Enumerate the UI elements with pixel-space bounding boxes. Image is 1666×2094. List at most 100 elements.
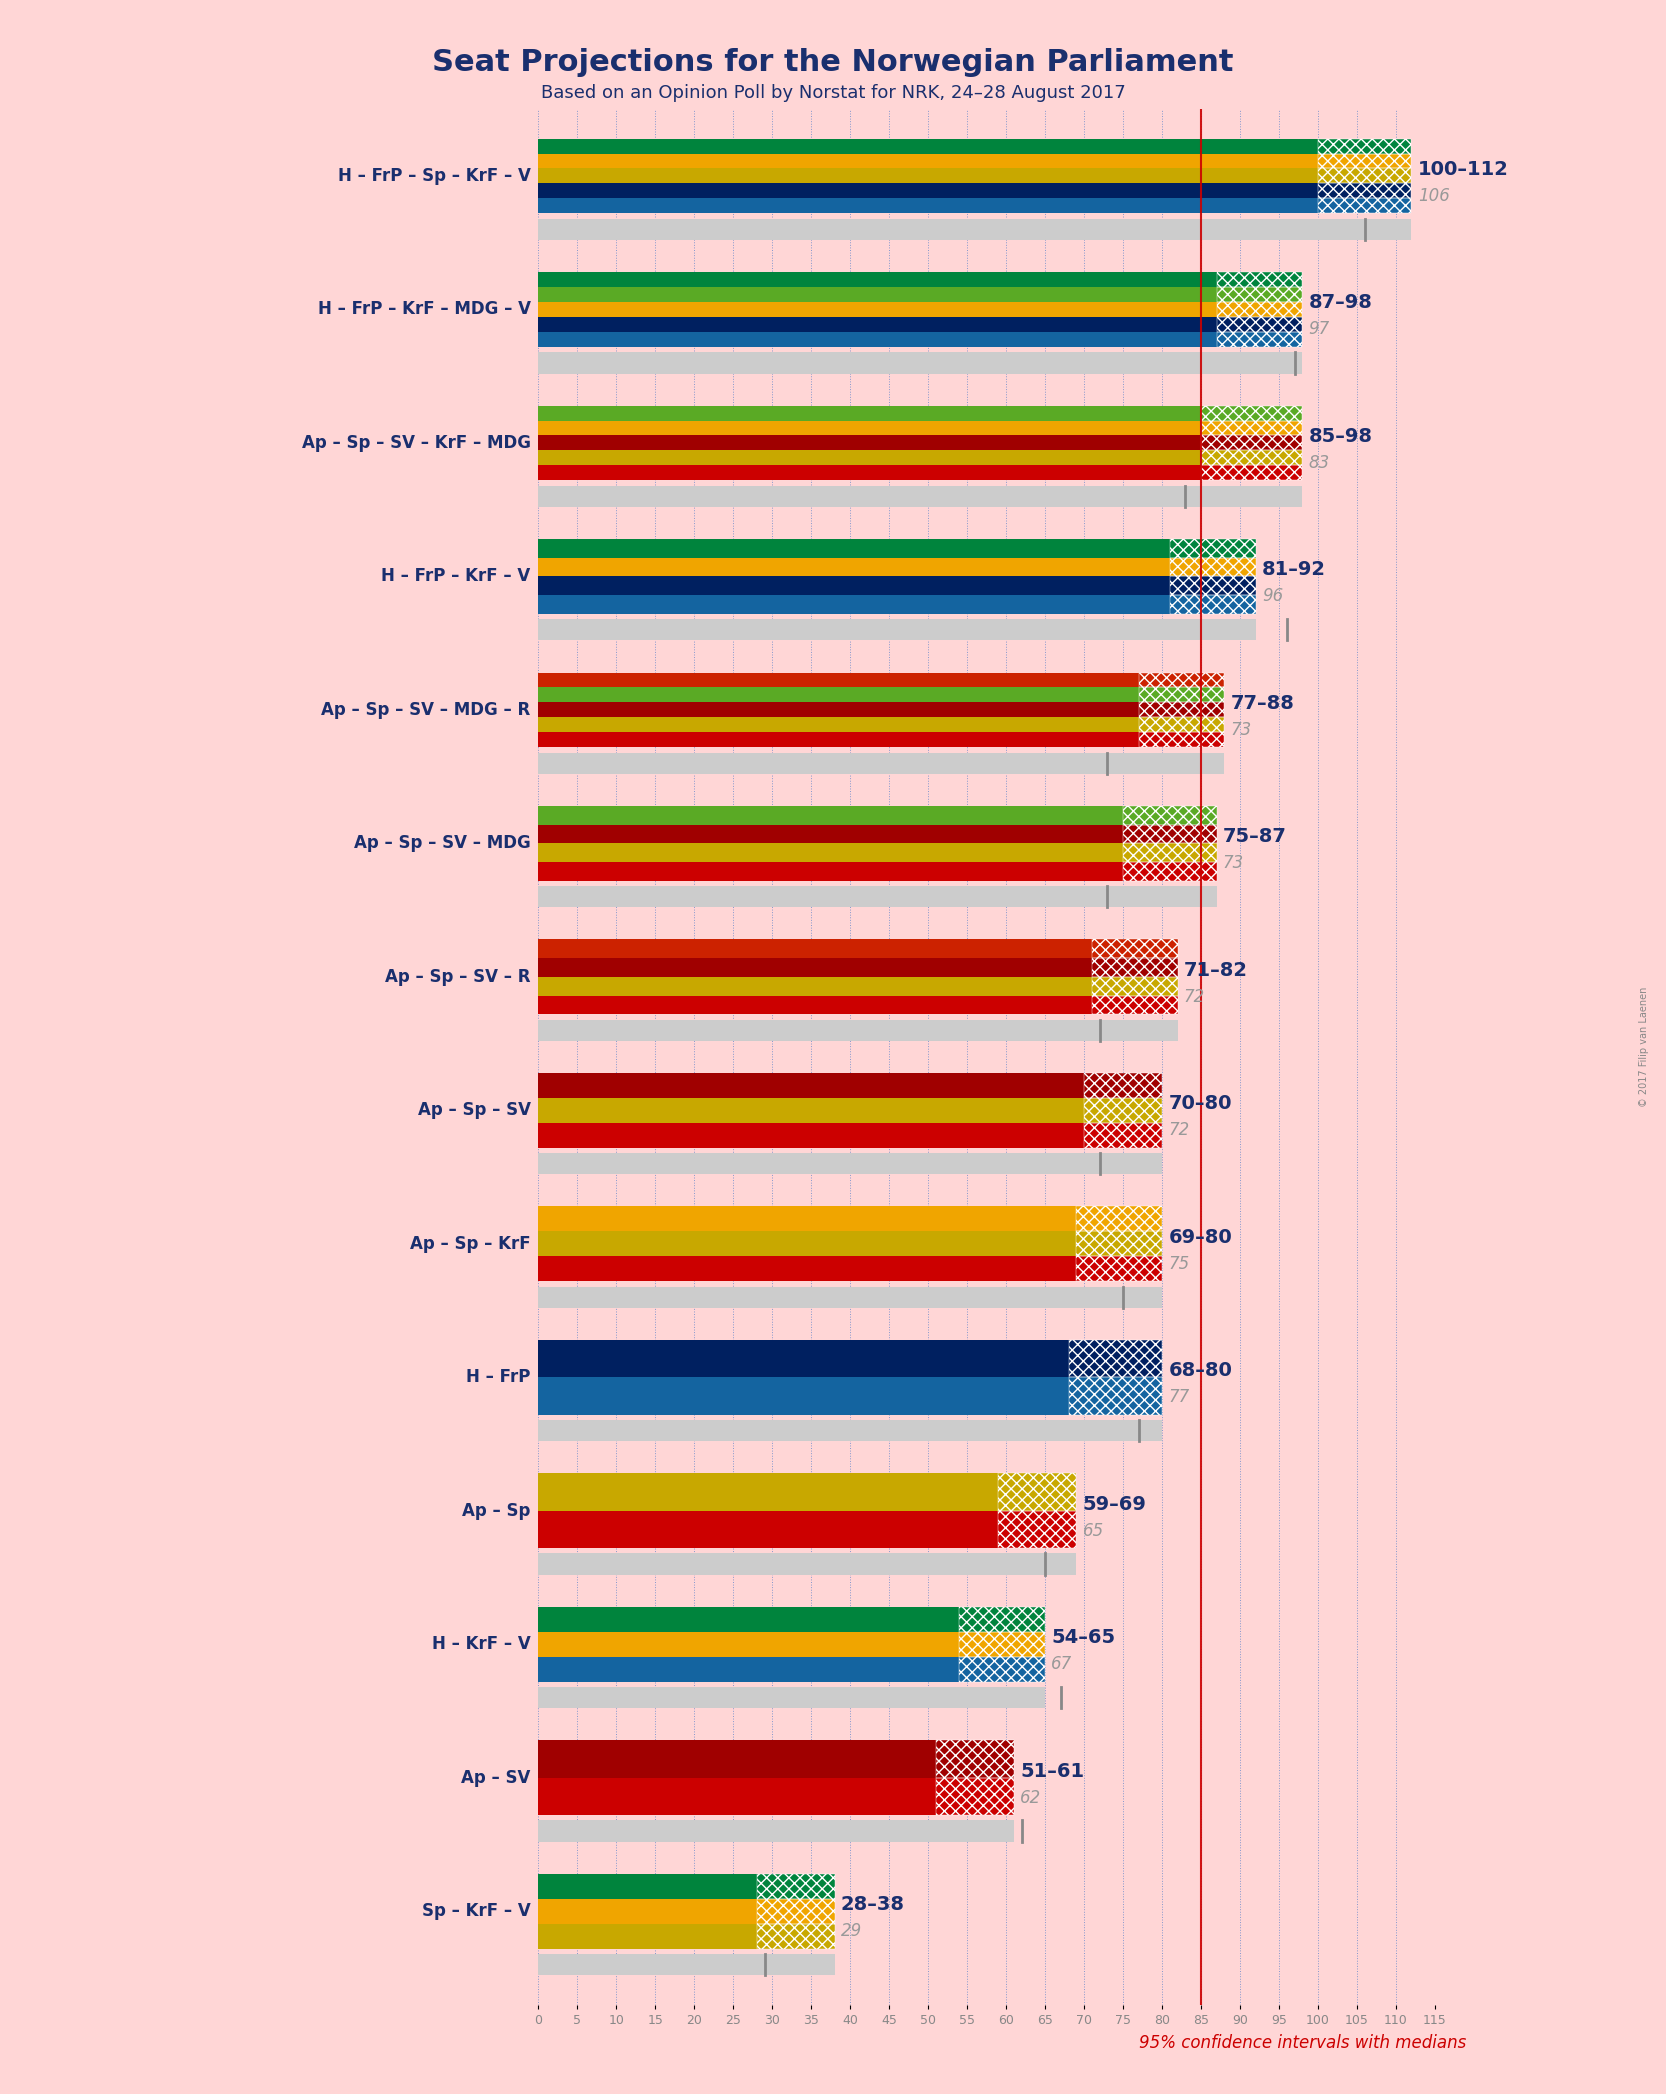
Bar bbox=[538, 486, 1303, 507]
Bar bbox=[538, 218, 1411, 241]
Bar bbox=[538, 1154, 1163, 1175]
Bar bbox=[538, 1020, 1178, 1041]
Text: 68–80: 68–80 bbox=[1168, 1361, 1233, 1380]
Bar bbox=[1123, 825, 1216, 844]
Bar bbox=[1085, 1072, 1163, 1097]
Bar bbox=[756, 1899, 835, 1924]
Bar bbox=[538, 576, 1170, 595]
Text: 71–82: 71–82 bbox=[1185, 961, 1248, 980]
Bar bbox=[538, 620, 1256, 641]
Bar bbox=[960, 1631, 1045, 1656]
Bar bbox=[1318, 168, 1411, 184]
Bar bbox=[538, 863, 1123, 882]
Bar bbox=[538, 168, 1318, 184]
Bar bbox=[1170, 576, 1256, 595]
Bar bbox=[1076, 1231, 1163, 1256]
Text: 72: 72 bbox=[1168, 1122, 1190, 1139]
Bar bbox=[1123, 844, 1216, 863]
Bar bbox=[538, 752, 1225, 775]
Text: Sp – KrF – V: Sp – KrF – V bbox=[421, 1901, 531, 1920]
Text: 73: 73 bbox=[1223, 854, 1245, 873]
Bar bbox=[538, 138, 1318, 153]
Text: 75: 75 bbox=[1168, 1254, 1190, 1273]
Bar bbox=[1138, 718, 1225, 733]
Bar bbox=[1318, 138, 1411, 153]
Bar bbox=[998, 1510, 1076, 1547]
Bar bbox=[538, 1510, 998, 1547]
Bar bbox=[538, 1340, 1068, 1378]
Bar bbox=[1085, 1097, 1163, 1122]
Bar bbox=[1201, 436, 1303, 450]
Bar bbox=[538, 1631, 960, 1656]
Bar bbox=[1318, 153, 1411, 168]
Bar bbox=[538, 940, 1091, 959]
Text: 83: 83 bbox=[1308, 454, 1329, 471]
Bar bbox=[538, 436, 1201, 450]
Bar bbox=[1318, 199, 1411, 214]
Bar bbox=[998, 1474, 1076, 1510]
Bar bbox=[1085, 1122, 1163, 1148]
Text: 97: 97 bbox=[1308, 320, 1329, 339]
Bar bbox=[1068, 1378, 1163, 1416]
Bar bbox=[538, 995, 1091, 1013]
Bar bbox=[1216, 287, 1303, 302]
Bar bbox=[1216, 302, 1303, 316]
Bar bbox=[756, 1899, 835, 1924]
Bar bbox=[1138, 672, 1225, 687]
Text: 28–38: 28–38 bbox=[841, 1895, 905, 1914]
Bar bbox=[1201, 436, 1303, 450]
Text: H – FrP – Sp – KrF – V: H – FrP – Sp – KrF – V bbox=[338, 168, 531, 184]
Bar bbox=[1138, 687, 1225, 701]
Bar bbox=[538, 1899, 756, 1924]
Bar bbox=[538, 465, 1201, 480]
Bar bbox=[936, 1740, 1015, 1778]
Bar bbox=[1123, 806, 1216, 825]
Bar bbox=[1201, 421, 1303, 436]
Bar bbox=[538, 733, 1138, 748]
Text: H – FrP: H – FrP bbox=[466, 1367, 531, 1386]
Bar bbox=[538, 1378, 1068, 1416]
Text: 106: 106 bbox=[1418, 186, 1449, 205]
Bar bbox=[1318, 199, 1411, 214]
Text: 73: 73 bbox=[1231, 720, 1251, 739]
Text: 75–87: 75–87 bbox=[1223, 827, 1286, 846]
Text: Based on an Opinion Poll by Norstat for NRK, 24–28 August 2017: Based on an Opinion Poll by Norstat for … bbox=[541, 84, 1125, 103]
Bar bbox=[538, 1206, 1076, 1231]
Text: 77: 77 bbox=[1168, 1388, 1190, 1407]
Bar bbox=[1085, 1072, 1163, 1097]
Bar bbox=[1318, 153, 1411, 168]
Text: 59–69: 59–69 bbox=[1083, 1495, 1146, 1514]
Bar bbox=[1091, 976, 1178, 995]
Bar bbox=[538, 1954, 835, 1975]
Bar bbox=[538, 844, 1123, 863]
Bar bbox=[538, 184, 1318, 199]
Bar bbox=[960, 1656, 1045, 1681]
Text: 29: 29 bbox=[841, 1922, 861, 1941]
Bar bbox=[1318, 138, 1411, 153]
Text: H – FrP – KrF – V: H – FrP – KrF – V bbox=[382, 567, 531, 586]
Text: 72: 72 bbox=[1185, 988, 1205, 1005]
Text: 67: 67 bbox=[1051, 1654, 1073, 1673]
Bar bbox=[756, 1874, 835, 1899]
Text: Ap – Sp – SV – MDG – R: Ap – Sp – SV – MDG – R bbox=[322, 701, 531, 718]
Bar bbox=[1170, 595, 1256, 614]
Bar bbox=[538, 557, 1170, 576]
Bar bbox=[538, 687, 1138, 701]
Bar bbox=[1091, 976, 1178, 995]
Bar bbox=[1076, 1206, 1163, 1231]
Bar bbox=[1068, 1340, 1163, 1378]
Bar bbox=[1201, 421, 1303, 436]
Text: 70–80: 70–80 bbox=[1168, 1095, 1231, 1114]
Bar bbox=[538, 287, 1216, 302]
Text: 54–65: 54–65 bbox=[1051, 1627, 1116, 1648]
Text: 51–61: 51–61 bbox=[1020, 1761, 1085, 1780]
Bar bbox=[1138, 687, 1225, 701]
Bar bbox=[538, 595, 1170, 614]
Bar bbox=[1216, 331, 1303, 348]
Bar bbox=[538, 1656, 960, 1681]
Bar bbox=[1138, 733, 1225, 748]
Bar bbox=[1068, 1340, 1163, 1378]
Bar bbox=[538, 1740, 936, 1778]
Bar bbox=[1085, 1097, 1163, 1122]
Bar bbox=[1123, 863, 1216, 882]
